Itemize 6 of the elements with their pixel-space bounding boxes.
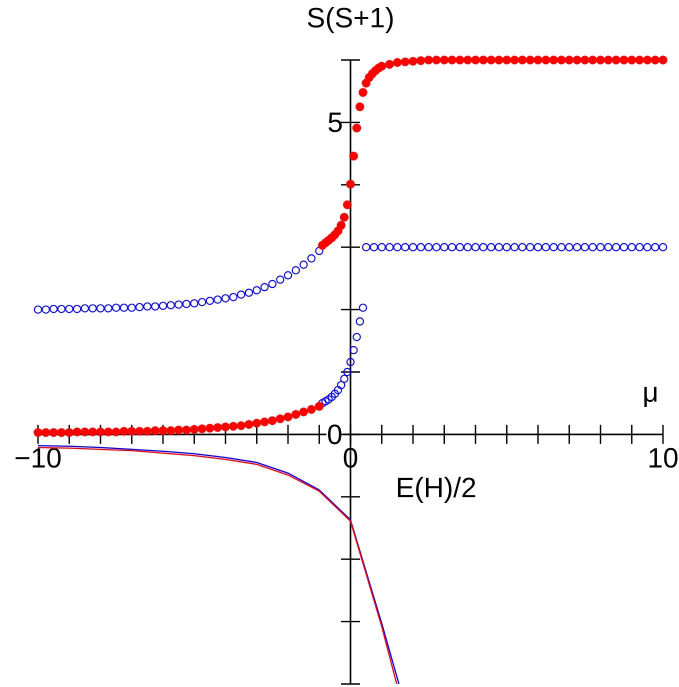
x-tick-label: 10 [650,448,678,468]
y-axis-title: S(S+1) [308,7,393,34]
x-axis-title: μ [644,386,657,408]
y-tick-label: 5 [328,112,342,132]
annotation: E(H)/2 [398,476,476,503]
x-tick-label: −10 [16,448,61,468]
